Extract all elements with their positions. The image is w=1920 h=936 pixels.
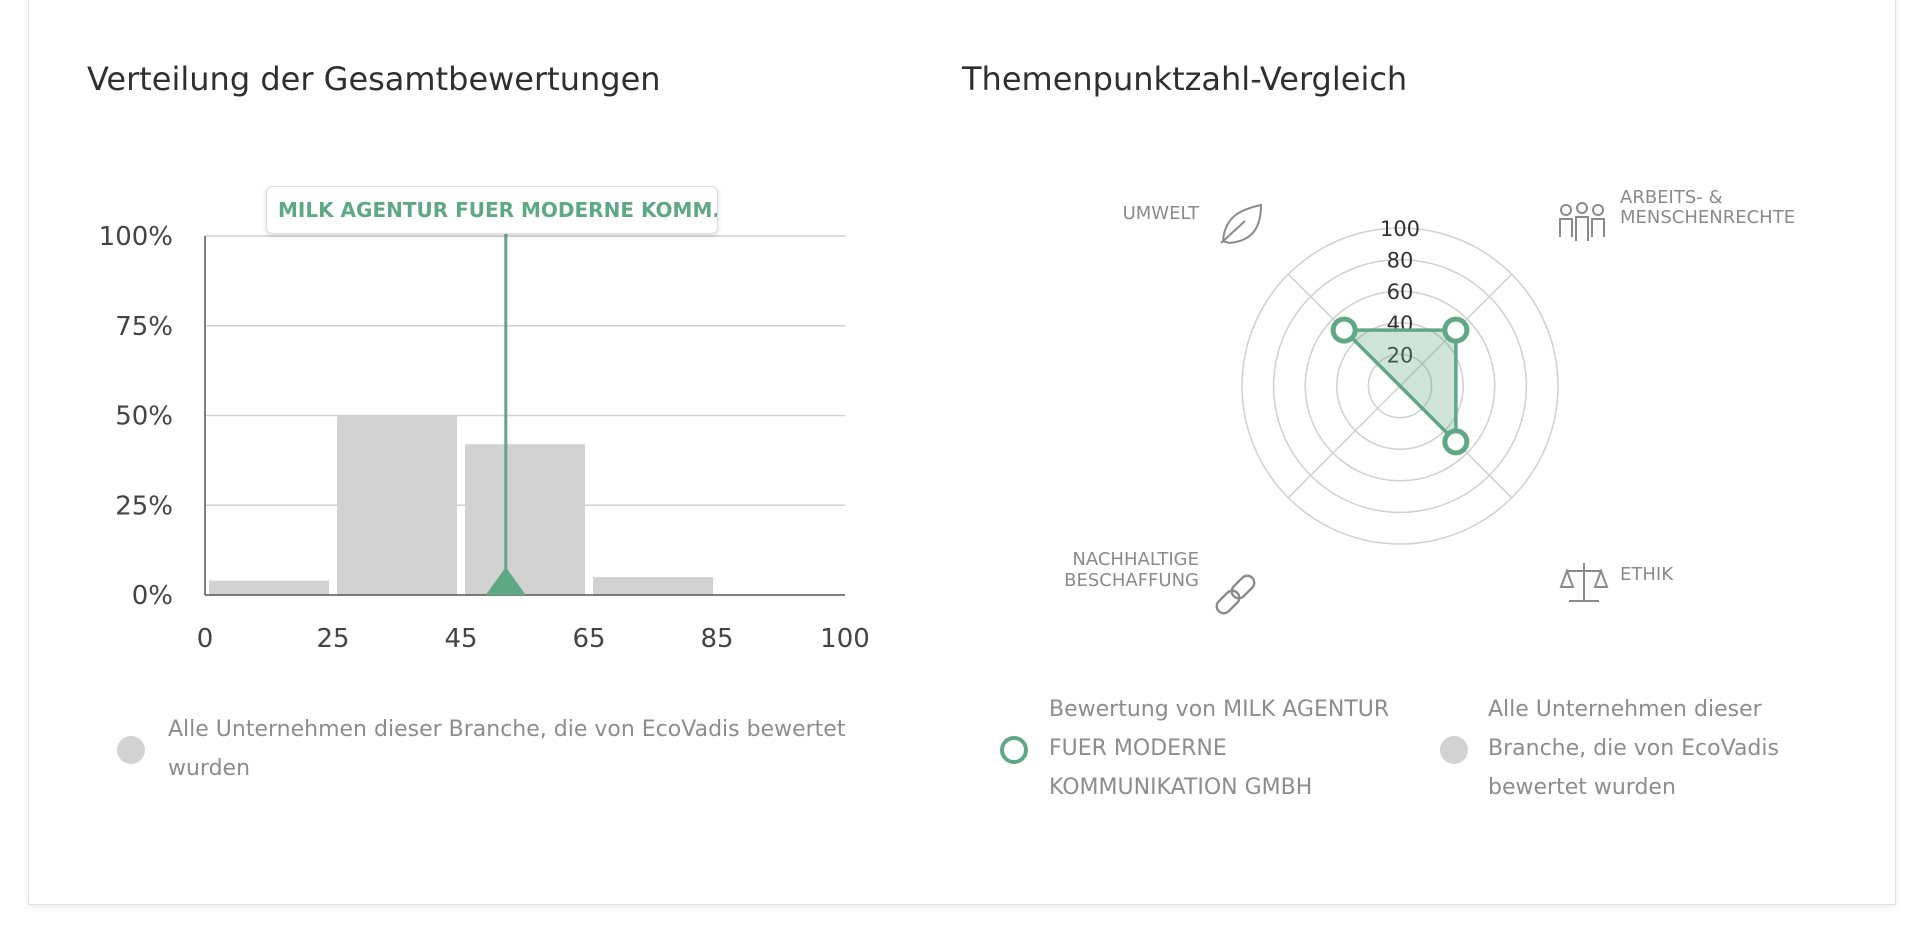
company-series-point	[1442, 316, 1470, 344]
axis-label-umwelt: UMWELT	[1123, 203, 1200, 224]
radar-legend-company[interactable]: Bewertung von MILK AGENTUR FUER MODERNE …	[1000, 690, 1400, 807]
histogram-bar	[465, 444, 585, 595]
company-score-triangle	[485, 567, 526, 595]
histogram-bar	[209, 580, 329, 595]
ethik-axis-label: ETHIK	[1559, 563, 1674, 602]
legend-swatch-company	[1000, 736, 1028, 764]
histogram-bar	[337, 415, 457, 595]
x-tick-label: 65	[572, 624, 605, 654]
legend-swatch-industry	[117, 736, 145, 764]
beschaffung-axis-label: NACHHALTIGE BESCHAFFUNG	[1064, 549, 1256, 615]
radar-spoke	[1287, 385, 1401, 499]
legend-swatch-industry-radar	[1440, 736, 1468, 764]
legend-label-industry-radar: Alle Unternehmen dieser Branche, die von…	[1488, 697, 1779, 800]
radar-ring	[1367, 353, 1433, 419]
radar-ring	[1304, 290, 1496, 482]
radar-ring-label: 20	[1387, 343, 1414, 367]
legend-label-company: Bewertung von MILK AGENTUR FUER MODERNE …	[1049, 697, 1390, 800]
axis-label-arbeits-line2: MENSCHENRECHTE	[1620, 207, 1795, 228]
x-tick-label: 85	[700, 624, 733, 654]
radar-ring	[1336, 322, 1464, 450]
chain-link-icon	[1215, 574, 1256, 615]
distribution-title: Verteilung der Gesamtbewertungen	[87, 60, 661, 98]
y-tick-label: 25%	[115, 491, 173, 521]
scales-icon	[1559, 563, 1609, 602]
x-tick-label: 0	[197, 624, 214, 654]
radar-ring	[1272, 258, 1528, 514]
radar-ring	[1241, 227, 1559, 545]
x-tick-label: 25	[316, 624, 349, 654]
radar-ring-label: 60	[1387, 280, 1414, 304]
y-tick-label: 0%	[132, 581, 173, 611]
radar-legend-industry[interactable]: Alle Unternehmen dieser Branche, die von…	[1440, 690, 1780, 807]
radar-ring-label: 100	[1380, 217, 1420, 241]
radar-chart: UMWELT ARBEITS- & MENSCHENRECHTE ETHIK N…	[1064, 187, 1795, 615]
histogram-bar	[593, 577, 713, 595]
company-tooltip: MILK AGENTUR FUER MODERNE KOMM...	[266, 186, 718, 234]
arbeits-axis-label: ARBEITS- & MENSCHENRECHTE	[1559, 187, 1795, 241]
radar-title: Themenpunktzahl-Vergleich	[962, 60, 1408, 98]
y-tick-label: 100%	[99, 222, 173, 252]
company-series-point	[1330, 316, 1358, 344]
y-tick-label: 50%	[115, 402, 173, 432]
x-tick-label: 45	[444, 624, 477, 654]
distribution-legend[interactable]: Alle Unternehmen dieser Branche, die von…	[117, 710, 857, 788]
axis-label-beschaffung-line1: NACHHALTIGE	[1072, 549, 1199, 570]
legend-label-industry: Alle Unternehmen dieser Branche, die von…	[168, 717, 846, 781]
distribution-chart: 0% 25% 50% 75% 100% 0 25 45 65 85 100	[99, 222, 870, 654]
company-series-point	[1442, 428, 1470, 456]
axis-label-arbeits-line1: ARBEITS- &	[1620, 187, 1723, 208]
y-tick-label: 75%	[115, 312, 173, 342]
leaf-icon	[1220, 203, 1263, 245]
people-icon	[1559, 202, 1605, 241]
axis-label-ethik: ETHIK	[1620, 564, 1674, 585]
radar-ring-label: 80	[1387, 249, 1414, 273]
axis-label-beschaffung-line2: BESCHAFFUNG	[1064, 570, 1199, 591]
umwelt-axis-label: UMWELT	[1123, 203, 1263, 245]
x-tick-label: 100	[820, 624, 870, 654]
